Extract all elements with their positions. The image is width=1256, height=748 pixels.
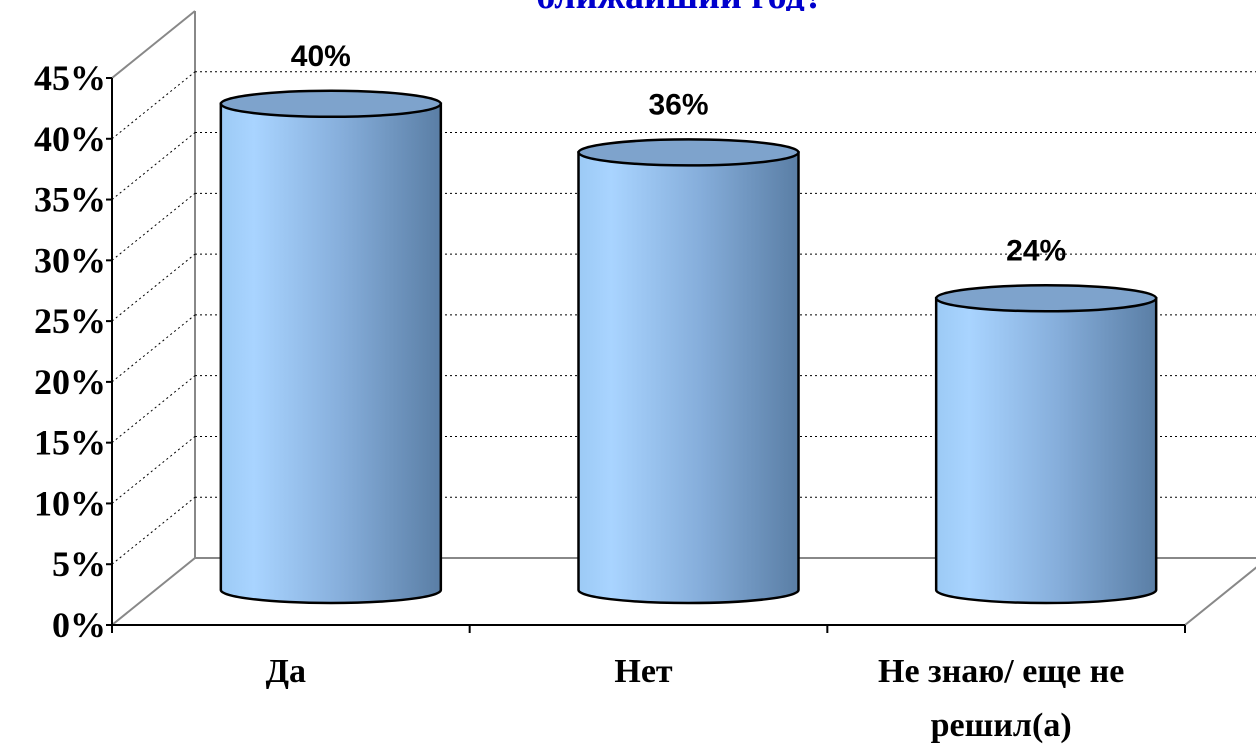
y-tick-label: 25% — [34, 301, 106, 341]
grid-line — [111, 314, 196, 383]
y-tick-label: 15% — [34, 423, 106, 463]
y-tick-label: 5% — [52, 544, 106, 584]
y-tick-label: 35% — [34, 180, 106, 220]
y-tick-label: 0% — [52, 605, 106, 645]
bar-top — [219, 89, 443, 119]
y-tick-label: 10% — [34, 483, 106, 523]
bar-top — [934, 284, 1158, 313]
value-label: 24% — [1006, 234, 1066, 267]
grid-line — [111, 436, 196, 504]
bar-top — [577, 138, 800, 167]
x-tick-label: Нет — [614, 653, 673, 690]
y-tick-label: 40% — [34, 119, 106, 159]
grid-line — [111, 132, 196, 200]
grid-line — [111, 71, 196, 140]
grid-line — [111, 192, 196, 261]
bar — [577, 151, 800, 605]
grid-line — [111, 496, 196, 565]
value-label: 36% — [648, 88, 708, 121]
value-label: 40% — [291, 40, 351, 73]
y-tick-label: 20% — [34, 362, 106, 402]
x-tick-label: Да — [265, 653, 307, 690]
bar — [934, 297, 1158, 605]
y-tick-label: 30% — [34, 240, 106, 280]
grid-line — [111, 253, 196, 322]
bar — [219, 102, 443, 605]
y-tick-label: 45% — [34, 58, 106, 98]
side-wall-edge — [111, 10, 196, 79]
grid-line — [111, 375, 196, 444]
x-tick-label: Не знаю/ еще не решил(а) — [878, 653, 1125, 744]
